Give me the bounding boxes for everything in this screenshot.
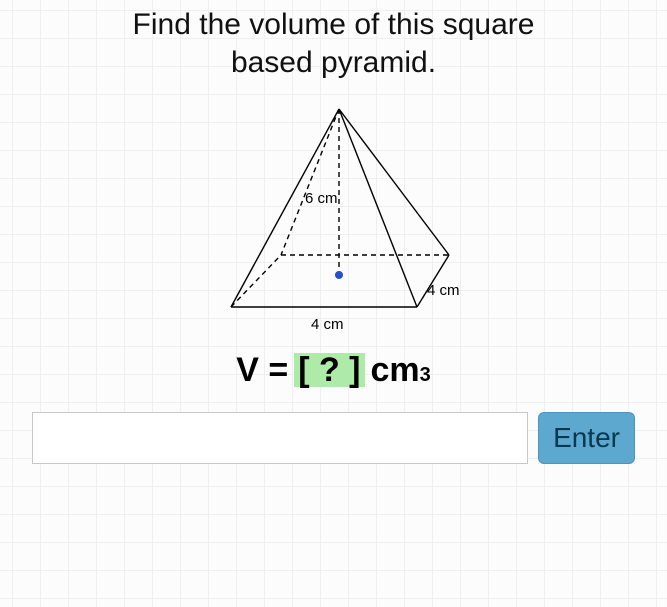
answer-placeholder: [ ? ] xyxy=(294,353,364,387)
svg-text:4 cm: 4 cm xyxy=(427,282,460,299)
svg-text:4 cm: 4 cm xyxy=(311,316,344,333)
answer-input[interactable] xyxy=(32,412,528,464)
title-line-1: Find the volume of this square xyxy=(133,8,535,41)
formula-exponent: 3 xyxy=(420,364,431,387)
volume-formula: V = [ ? ] cm3 xyxy=(0,351,667,390)
svg-text:6 cm: 6 cm xyxy=(305,190,338,207)
pyramid-diagram: 6 cm 4 cm 4 cm xyxy=(0,95,667,345)
answer-row: Enter xyxy=(32,412,635,464)
enter-button[interactable]: Enter xyxy=(538,412,635,464)
formula-lhs: V = xyxy=(236,351,288,390)
question-title: Find the volume of this square based pyr… xyxy=(40,6,627,81)
problem-container: Find the volume of this square based pyr… xyxy=(0,0,667,607)
title-line-2: based pyramid. xyxy=(231,46,436,79)
pyramid-svg: 6 cm 4 cm 4 cm xyxy=(199,95,469,345)
formula-unit: cm xyxy=(371,351,420,390)
